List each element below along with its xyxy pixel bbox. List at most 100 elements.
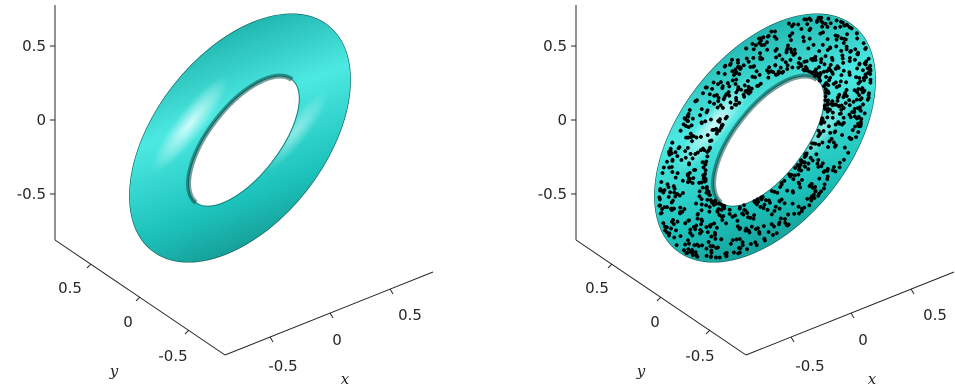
scatter-point bbox=[710, 128, 715, 132]
scatter-point bbox=[809, 198, 814, 203]
scatter-point bbox=[734, 70, 739, 75]
scatter-point bbox=[845, 32, 849, 37]
scatter-point bbox=[678, 128, 683, 133]
scatter-point bbox=[806, 161, 811, 166]
scatter-point bbox=[687, 176, 692, 181]
scatter-point bbox=[716, 99, 721, 103]
scatter-point bbox=[686, 238, 690, 243]
scatter-point bbox=[665, 230, 669, 235]
scatter-point bbox=[725, 81, 730, 85]
scatter-point bbox=[855, 66, 860, 71]
scatter-point bbox=[757, 73, 762, 77]
scatter-point bbox=[792, 173, 797, 178]
scatter-point bbox=[848, 55, 852, 60]
scatter-point bbox=[701, 177, 706, 181]
scatter-point bbox=[704, 203, 708, 208]
x-tick-mark bbox=[850, 312, 855, 319]
scatter-point bbox=[863, 62, 868, 67]
scatter-point bbox=[722, 72, 727, 76]
scatter-point bbox=[777, 222, 781, 227]
scatter-point bbox=[699, 208, 704, 213]
panel-right: 0.5 0 -0.5 0.5 0 -0.5 -0.5 0 0.5 y x bbox=[538, 5, 955, 388]
scatter-point bbox=[817, 191, 822, 196]
scatter-point bbox=[868, 77, 873, 82]
scatter-point bbox=[805, 68, 809, 73]
scatter-point bbox=[765, 47, 770, 52]
scatter-point bbox=[742, 83, 747, 88]
scatter-point bbox=[730, 57, 734, 62]
scatter-point bbox=[823, 98, 828, 103]
scatter-point bbox=[831, 140, 836, 145]
scatter-point bbox=[785, 67, 790, 71]
scatter-point bbox=[690, 233, 695, 238]
scatter-point bbox=[737, 205, 742, 210]
scatter-point bbox=[818, 71, 823, 75]
scatter-point bbox=[814, 67, 818, 72]
scatter-point bbox=[799, 168, 804, 173]
scatter-point bbox=[834, 44, 839, 49]
scatter-point bbox=[658, 197, 662, 202]
scatter-point bbox=[734, 77, 739, 82]
y-tick-mark bbox=[705, 329, 711, 335]
scatter-point bbox=[823, 94, 828, 99]
scatter-point bbox=[705, 149, 710, 154]
x-axis-line bbox=[745, 271, 955, 356]
scatter-point bbox=[860, 90, 865, 95]
scatter-point bbox=[820, 161, 825, 166]
scatter-point bbox=[748, 215, 753, 220]
scatter-point bbox=[839, 19, 843, 24]
scatter-point bbox=[840, 53, 845, 58]
scatter-point bbox=[833, 25, 838, 30]
scatter-point bbox=[810, 158, 815, 163]
x-axis-label: x bbox=[868, 370, 877, 388]
scatter-point bbox=[737, 250, 742, 255]
x-tick-label: 0.5 bbox=[398, 306, 422, 324]
scatter-point bbox=[825, 177, 830, 182]
scatter-point bbox=[819, 19, 824, 24]
scatter-point bbox=[679, 158, 684, 162]
scatter-point bbox=[675, 219, 680, 224]
scatter-point bbox=[844, 88, 849, 92]
scatter-point bbox=[817, 65, 821, 70]
scatter-point bbox=[792, 47, 797, 52]
scatter-point bbox=[688, 227, 693, 232]
scatter-point bbox=[683, 242, 688, 247]
scatter-point bbox=[690, 250, 695, 255]
scatter-point bbox=[822, 169, 827, 173]
scatter-point bbox=[785, 223, 790, 228]
scatter-point bbox=[852, 106, 857, 111]
scatter-point bbox=[716, 95, 721, 100]
scatter-point bbox=[854, 116, 859, 121]
scatter-point bbox=[859, 117, 864, 121]
scatter-point bbox=[704, 159, 709, 164]
scatter-point bbox=[826, 124, 831, 129]
scatter-point bbox=[727, 93, 732, 98]
scatter-point bbox=[822, 182, 827, 187]
scatter-point bbox=[866, 95, 871, 100]
x-tick-labels-left: -0.5 0 0.5 bbox=[268, 306, 422, 375]
scatter-point bbox=[830, 115, 835, 120]
scatter-point bbox=[835, 64, 840, 69]
y-tick-label: 0.5 bbox=[585, 279, 609, 297]
scatter-point bbox=[737, 101, 742, 105]
scatter-point bbox=[855, 90, 860, 95]
z-tick-label: 0 bbox=[36, 111, 46, 129]
y-tick-label: -0.5 bbox=[158, 347, 187, 365]
scatter-point bbox=[839, 73, 844, 78]
scatter-point bbox=[673, 175, 678, 180]
scatter-point bbox=[862, 78, 866, 83]
scatter-point bbox=[714, 225, 719, 230]
scatter-point bbox=[708, 145, 712, 150]
scatter-point bbox=[841, 106, 846, 110]
scatter-point bbox=[837, 160, 842, 165]
scatter-point bbox=[822, 186, 826, 191]
scatter-point bbox=[733, 82, 738, 86]
scatter-point bbox=[746, 228, 751, 233]
scatter-point bbox=[686, 218, 691, 223]
scatter-point bbox=[848, 115, 853, 120]
torus-surface-right bbox=[654, 13, 876, 263]
scatter-point bbox=[686, 247, 691, 252]
scatter-point bbox=[817, 176, 822, 181]
scatter-point bbox=[677, 193, 682, 198]
scatter-point bbox=[807, 184, 812, 188]
